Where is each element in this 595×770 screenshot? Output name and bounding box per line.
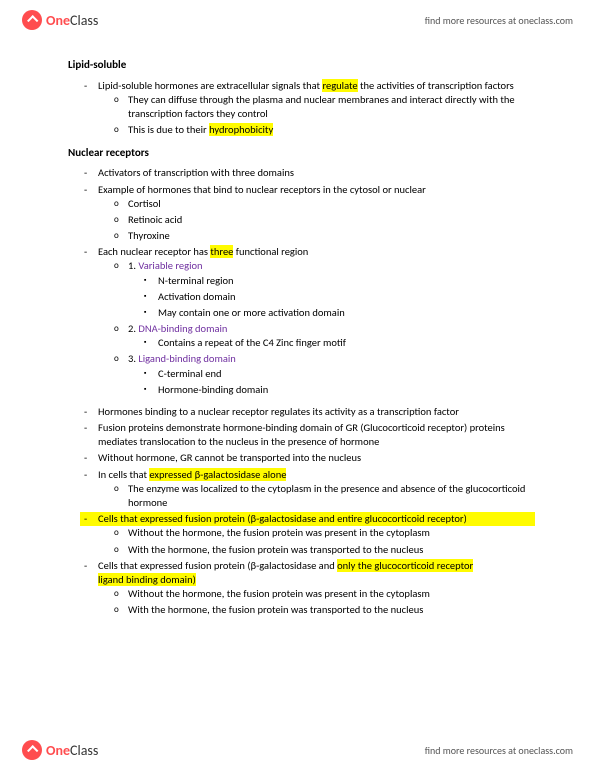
- text: 3.: [128, 352, 138, 365]
- text: This is due to their: [128, 123, 209, 136]
- heading-nuclear-receptors: Nuclear receptors: [68, 146, 535, 161]
- brand-part1: One: [46, 742, 70, 759]
- list-item: Contains a repeat of the C4 Zinc finger …: [158, 336, 535, 350]
- text: functional region: [233, 245, 308, 258]
- highlight: three: [210, 245, 233, 258]
- list-item: Fusion proteins demonstrate hormone-bind…: [98, 421, 535, 449]
- highlight: regulate: [322, 79, 357, 92]
- text: Example of hormones that bind to nuclear…: [98, 183, 426, 196]
- highlight: ligand binding domain): [98, 573, 196, 586]
- list-item: Cortisol: [128, 197, 535, 211]
- list-item: Each nuclear receptor has three function…: [98, 245, 535, 397]
- list-item: The enzyme was localized to the cytoplas…: [128, 482, 535, 510]
- list-item: 1. Variable region N-terminal region Act…: [128, 259, 535, 320]
- text: Cells that expressed fusion protein (β-g…: [98, 512, 467, 525]
- list-item: Cells that expressed fusion protein (β-g…: [98, 512, 535, 557]
- highlight: hydrophobicity: [209, 123, 273, 136]
- text: 2.: [128, 322, 138, 335]
- list-item: Hormones binding to a nuclear receptor r…: [98, 405, 535, 419]
- footer-link[interactable]: find more resources at oneclass.com: [425, 744, 573, 757]
- list-item: Activation domain: [158, 290, 535, 304]
- list-item: 3. Ligand-binding domain C-terminal end …: [128, 352, 535, 397]
- list-item: May contain one or more activation domai…: [158, 306, 535, 320]
- list-item: They can diffuse through the plasma and …: [128, 93, 535, 121]
- logo-icon: [22, 10, 42, 30]
- text-purple: DNA-binding domain: [138, 322, 227, 335]
- text-purple: Variable region: [138, 259, 202, 272]
- list-item: With the hormone, the fusion protein was…: [128, 603, 535, 617]
- list-item: 2. DNA-binding domain Contains a repeat …: [128, 322, 535, 350]
- document-body: Lipid-soluble Lipid-soluble hormones are…: [0, 40, 595, 619]
- brand-part2: Class: [70, 742, 98, 759]
- list-item: Thyroxine: [128, 229, 535, 243]
- list-item: In cells that expressed β-galactosidase …: [98, 468, 535, 511]
- brand-part1: One: [46, 12, 70, 29]
- text-purple: Ligand-binding domain: [138, 352, 235, 365]
- list-item: With the hormone, the fusion protein was…: [128, 543, 535, 557]
- list-item: Hormone-binding domain: [158, 383, 535, 397]
- text: Each nuclear receptor has: [98, 245, 210, 258]
- text: Lipid-soluble hormones are extracellular…: [98, 79, 322, 92]
- heading-lipid-soluble: Lipid-soluble: [68, 58, 535, 73]
- list-item: C-terminal end: [158, 367, 535, 381]
- brand-logo-footer: OneClass: [22, 740, 98, 760]
- brand-text-footer: OneClass: [46, 742, 98, 759]
- list-item: Retinoic acid: [128, 213, 535, 227]
- brand-logo: OneClass: [22, 10, 98, 30]
- list-item: Activators of transcription with three d…: [98, 166, 535, 180]
- list-item: Without hormone, GR cannot be transporte…: [98, 451, 535, 465]
- list-item: Example of hormones that bind to nuclear…: [98, 183, 535, 244]
- list-item: Without the hormone, the fusion protein …: [128, 526, 535, 540]
- text: 1.: [128, 259, 138, 272]
- highlight-line: Cells that expressed fusion protein (β-g…: [80, 512, 535, 526]
- list-item: This is due to their hydrophobicity: [128, 123, 535, 137]
- page-footer: OneClass find more resources at oneclass…: [0, 730, 595, 770]
- page-header: OneClass find more resources at oneclass…: [0, 0, 595, 40]
- list-item: Cells that expressed fusion protein (β-g…: [98, 559, 535, 618]
- header-link[interactable]: find more resources at oneclass.com: [425, 14, 573, 27]
- list-item: N-terminal region: [158, 274, 535, 288]
- text: Cells that expressed fusion protein (β-g…: [98, 559, 337, 572]
- highlight: expressed β-galactosidase alone: [149, 468, 286, 481]
- list-item: Lipid-soluble hormones are extracellular…: [98, 79, 535, 138]
- logo-icon: [22, 740, 42, 760]
- brand-part2: Class: [70, 12, 98, 29]
- brand-text: OneClass: [46, 12, 98, 29]
- highlight: only the glucocorticoid receptor: [337, 559, 473, 572]
- text: the activities of transcription factors: [358, 79, 514, 92]
- list-item: Without the hormone, the fusion protein …: [128, 587, 535, 601]
- text: In cells that: [98, 468, 149, 481]
